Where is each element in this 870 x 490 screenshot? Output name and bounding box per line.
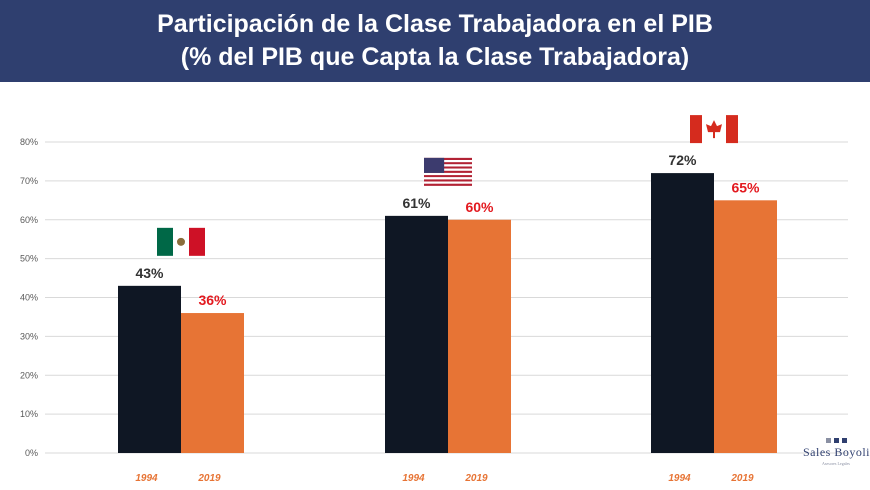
brand-logo: Sales Boyoli Asesores Legales <box>803 438 870 466</box>
bar-2019 <box>448 219 511 453</box>
chart-title: Participación de la Clase Trabajadora en… <box>157 10 713 38</box>
canada-flag-icon <box>690 115 738 144</box>
y-tick-label: 80% <box>20 137 38 147</box>
bar-1994 <box>651 173 714 453</box>
y-tick-label: 20% <box>20 370 38 380</box>
brand-subtitle: Asesores Legales <box>822 461 850 466</box>
bar-1994 <box>118 285 181 453</box>
title-bar: Participación de la Clase Trabajadora en… <box>0 0 870 82</box>
data-label: 60% <box>465 199 494 215</box>
data-label: 65% <box>731 179 760 195</box>
mexico-flag-icon <box>157 227 205 256</box>
bar-2019 <box>714 200 777 453</box>
bar-1994 <box>385 215 448 453</box>
y-tick-label: 30% <box>20 331 38 341</box>
y-tick-label: 10% <box>20 409 38 419</box>
x-tick-label: 2019 <box>730 473 754 484</box>
chart-subtitle: (% del PIB que Capta la Clase Trabajador… <box>180 43 690 71</box>
usa-flag-icon <box>424 157 472 186</box>
y-tick-label: 60% <box>20 215 38 225</box>
y-tick-label: 70% <box>20 176 38 186</box>
data-label: 36% <box>198 292 227 308</box>
x-tick-label: 1994 <box>402 473 425 484</box>
brand-name: Sales Boyoli <box>803 445 870 459</box>
y-tick-label: 50% <box>20 254 38 264</box>
brand-mark-icon <box>803 438 869 443</box>
x-tick-label: 1994 <box>135 473 158 484</box>
x-tick-label: 1994 <box>668 473 691 484</box>
x-tick-label: 2019 <box>464 473 488 484</box>
bar-2019 <box>181 313 244 453</box>
y-tick-label: 0% <box>25 448 38 458</box>
data-label: 61% <box>402 195 431 211</box>
x-tick-label: 2019 <box>197 473 221 484</box>
data-label: 72% <box>668 152 697 168</box>
y-tick-label: 40% <box>20 293 38 303</box>
data-label: 43% <box>135 265 164 281</box>
